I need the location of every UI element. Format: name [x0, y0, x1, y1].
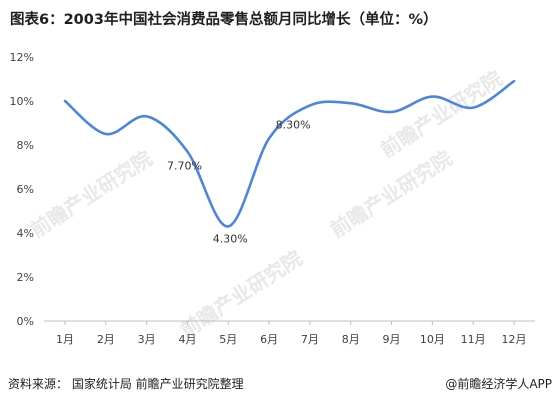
y-tick-label: 4%: [17, 227, 34, 240]
data-labels: 7.70% 4.30% 8.30%: [167, 118, 311, 245]
watermark-text: 前瞻产业研究院: [26, 146, 156, 242]
x-tick-label: 3月: [138, 333, 156, 346]
x-tick-label: 4月: [178, 333, 196, 346]
data-label: 7.70%: [167, 160, 202, 173]
x-tick-label: 11月: [461, 333, 486, 346]
data-label: 4.30%: [213, 232, 248, 245]
data-label: 8.30%: [276, 118, 311, 131]
x-tick-label: 5月: [219, 333, 237, 346]
y-tick-label: 8%: [17, 139, 34, 152]
y-tick-label: 10%: [10, 95, 34, 108]
series-line: [63, 79, 516, 228]
chart-title: 图表6：2003年中国社会消费品零售总额月同比增长（单位：%）: [10, 12, 438, 28]
brand-credit: @前瞻经济学人APP: [445, 377, 552, 391]
watermark-text: 前瞻产业研究院: [176, 246, 306, 342]
y-tick-label: 0%: [17, 315, 34, 328]
y-tick-label: 6%: [17, 183, 34, 196]
x-tick-label: 9月: [383, 333, 401, 346]
x-tick-label: 8月: [342, 333, 360, 346]
y-tick-label: 2%: [17, 271, 34, 284]
x-axis: 1月 2月 3月 4月 5月 6月 7月 8月 9月 10月 11月 12月: [56, 321, 527, 346]
x-tick-label: 12月: [502, 333, 527, 346]
x-tick-label: 2月: [97, 333, 115, 346]
x-tick-label: 7月: [301, 333, 319, 346]
source-note: 资料来源： 国家统计局 前瞻产业研究院整理: [8, 377, 244, 391]
x-tick-label: 6月: [260, 333, 278, 346]
y-axis: 0% 2% 4% 6% 8% 10% 12%: [10, 51, 34, 328]
y-tick-label: 12%: [10, 51, 34, 64]
x-tick-label: 1月: [56, 333, 74, 346]
x-tick-label: 10月: [420, 333, 445, 346]
